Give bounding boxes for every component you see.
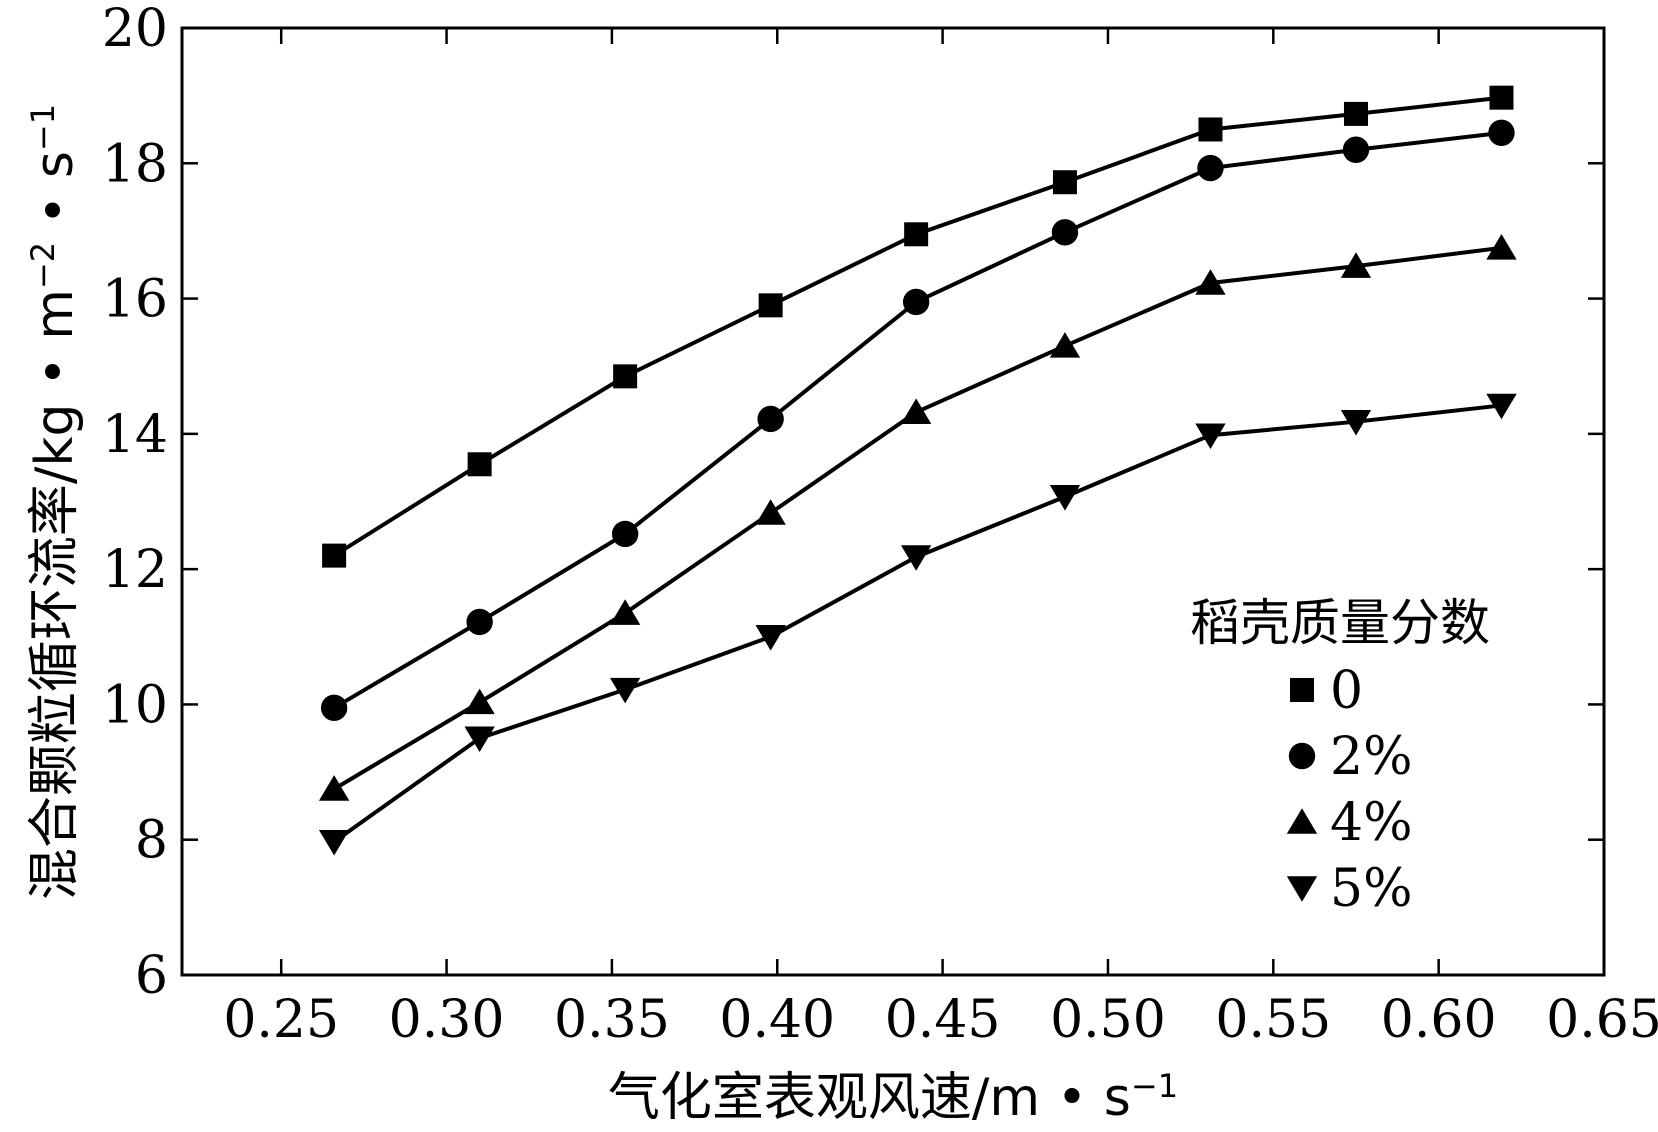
data-point: [1340, 252, 1372, 278]
series-4: [318, 393, 1517, 856]
legend-item: 5%: [1286, 859, 1413, 919]
series-line: [333, 245, 1502, 791]
data-point: [900, 398, 932, 424]
data-point: [320, 694, 348, 722]
y-axis-title-sup1: −2: [24, 242, 62, 289]
legend-title: 稻壳质量分数: [1190, 594, 1490, 652]
data-point: [1486, 234, 1517, 260]
data-point: [611, 520, 639, 548]
data-point: [318, 830, 350, 856]
data-point: [1195, 423, 1226, 450]
x-tick-label: 0.25: [223, 990, 339, 1050]
y-axis-title-mid: • s: [25, 151, 85, 242]
series-line: [333, 95, 1502, 558]
y-axis-title-sup2: −1: [24, 104, 62, 151]
series-layer: [318, 85, 1517, 856]
y-tick-label: 18: [102, 134, 168, 194]
legend-item: 2%: [1288, 727, 1413, 787]
y-tick-label: 14: [102, 405, 168, 465]
data-point: [1489, 85, 1514, 110]
data-point: [1049, 332, 1081, 358]
y-tick-label: 12: [102, 540, 168, 600]
data-point: [1198, 117, 1223, 142]
data-point: [755, 625, 786, 651]
data-point: [758, 293, 783, 318]
data-point: [900, 545, 932, 571]
x-tick-label: 0.55: [1215, 990, 1331, 1050]
y-axis: 6 8 10 12 14 16 18 20: [102, 0, 1604, 1006]
data-point: [466, 608, 493, 636]
data-point: [755, 499, 786, 525]
x-tick-label: 0.35: [554, 990, 670, 1050]
data-point: [467, 452, 492, 477]
data-point: [464, 688, 495, 715]
data-point: [1197, 154, 1224, 182]
x-tick-label: 0.30: [389, 990, 505, 1050]
data-point: [1195, 269, 1226, 295]
data-point: [1342, 136, 1370, 163]
x-axis-title-sup: −1: [1131, 1067, 1178, 1105]
legend-label: 5%: [1330, 859, 1413, 919]
x-tick-label: 0.40: [719, 990, 835, 1050]
y-tick-label: 6: [135, 946, 168, 1006]
data-point: [1049, 485, 1081, 511]
legend-label: 4%: [1330, 793, 1413, 853]
data-point: [757, 405, 784, 433]
data-point: [609, 677, 641, 704]
x-tick-label: 0.50: [1050, 990, 1166, 1050]
y-axis-title: 混合颗粒循环流率/kg • m−2 • s−1: [24, 104, 85, 900]
data-point: [609, 599, 641, 625]
legend-marker: [1286, 876, 1318, 902]
x-tick-label: 0.60: [1381, 990, 1497, 1050]
legend-marker: [1288, 742, 1316, 770]
data-point: [1486, 393, 1517, 420]
data-point: [902, 288, 930, 316]
plot-frame: [180, 26, 1606, 977]
data-point: [904, 222, 929, 247]
legend-item: 4%: [1286, 793, 1413, 853]
y-tick-label: 16: [102, 270, 168, 330]
data-point: [1343, 101, 1368, 126]
data-point: [1340, 409, 1372, 436]
x-axis: 0.25 0.30 0.35 0.40 0.45 0.50 0.55 0.60 0.65: [223, 28, 1658, 1050]
data-point: [322, 543, 347, 568]
legend-label: 0: [1330, 661, 1363, 721]
series-2: [320, 119, 1515, 722]
data-point: [1488, 119, 1515, 147]
x-axis-title: 气化室表观风速/m • s−1: [608, 1067, 1178, 1128]
data-point: [613, 364, 638, 389]
legend-marker: [1286, 808, 1318, 834]
series-3: [318, 234, 1517, 801]
data-point: [318, 775, 350, 801]
legend-label: 2%: [1330, 727, 1413, 787]
data-point: [1051, 219, 1079, 246]
series-1: [322, 85, 1514, 568]
y-tick-label: 20: [102, 0, 168, 59]
legend-item: 0: [1290, 661, 1363, 721]
data-point: [1052, 170, 1077, 195]
legend-marker: [1290, 678, 1314, 702]
x-tick-label: 0.45: [885, 990, 1001, 1050]
y-axis-title-main: 混合颗粒循环流率/kg • m: [25, 289, 85, 900]
y-tick-label: 8: [135, 811, 168, 871]
y-tick-label: 10: [102, 675, 168, 735]
x-axis-title-main: 气化室表观风速/m • s: [608, 1068, 1131, 1128]
legend: 稻壳质量分数 02%4%5%: [1190, 594, 1490, 919]
data-point: [464, 726, 495, 753]
x-tick-label: 0.65: [1546, 990, 1658, 1050]
